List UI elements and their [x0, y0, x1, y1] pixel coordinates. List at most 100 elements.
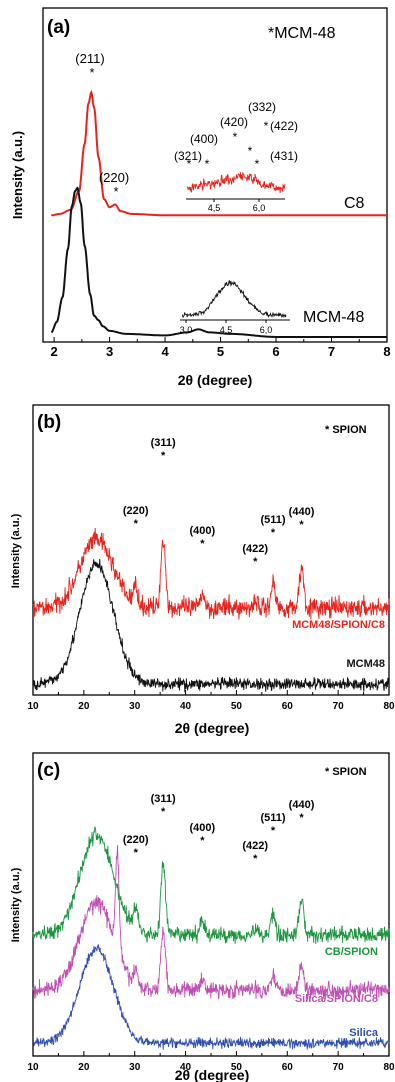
inset-label-321: (321)	[174, 149, 202, 163]
peak-star-b-0: *	[134, 518, 139, 530]
series-label-cb-spion: CB/SPION	[325, 946, 378, 958]
peak-label-c-1: (311)	[151, 793, 176, 805]
inset-mcm48-line	[182, 280, 287, 319]
peak-label-b-4: (511)	[261, 514, 286, 526]
panel-c-note: * SPION	[325, 766, 367, 778]
panel-b-ylabel: Intensity (a.u.)	[10, 513, 22, 588]
panel-c-tick-label: 30	[129, 1062, 141, 1073]
peak-star-c-0: *	[134, 847, 139, 859]
panel-c-tick-label: 10	[27, 1062, 39, 1073]
panel-a-x-axis: 2 3 4 5 6 7 8	[50, 337, 391, 359]
panel-a-tick-label: 7	[328, 344, 335, 359]
inset-c8: (321) * (400) * (420) * (332) * (422) * …	[174, 100, 298, 213]
panel-c-tick-label: 50	[231, 1062, 243, 1073]
peak-label-c-4: (511)	[261, 812, 286, 824]
panel-a-tick-label: 4	[161, 344, 169, 359]
peak-star-c-4: *	[271, 825, 276, 837]
panel-b-tick-label: 60	[282, 701, 294, 712]
panel-c-xlabel: 2θ (degree)	[175, 1067, 249, 1082]
inset-c8-tick-45: 4,5	[208, 203, 221, 213]
panel-a-tick-label: 8	[383, 344, 390, 359]
panel-b-tick-label: 40	[180, 701, 192, 712]
inset-c8-line	[186, 172, 286, 194]
panel-c: (c) * SPION Intensity (a.u.) 2θ (degree)…	[10, 752, 395, 1082]
inset-star-400: *	[205, 157, 210, 171]
panel-b-tick-label: 70	[333, 701, 345, 712]
series-line-mcm48	[32, 558, 390, 693]
panel-b-xlabel: 2θ (degree)	[175, 720, 249, 736]
peak-label-220: (220)	[99, 170, 129, 185]
panel-b-tick-label: 30	[129, 701, 141, 712]
inset-mcm48-tick-60: 6,0	[260, 325, 273, 335]
series-line-cb-spion	[32, 826, 390, 945]
panel-a-frame	[42, 7, 388, 343]
series-line-c8	[51, 89, 387, 217]
panel-a-tick-label: 6	[272, 344, 279, 359]
inset-label-422: (422)	[270, 119, 298, 133]
panel-a-ylabel: Intensity (a.u.)	[10, 131, 25, 219]
panel-c-tick-label: 70	[333, 1062, 345, 1073]
series-label-mcm48: MCM-48	[303, 309, 364, 326]
inset-label-400: (400)	[190, 132, 218, 146]
panel-c-peak-labels: (220)*(311)*(400)* (422)*(511)*(440)*	[123, 793, 315, 865]
peak-star-b-5: *	[299, 519, 304, 531]
series-label-mcm48-spion-c8: MCM48/SPION/C8	[292, 619, 385, 631]
panel-b-label: (b)	[37, 412, 61, 433]
peak-label-c-5: (440)	[289, 799, 315, 811]
series-line-mcm48	[50, 186, 387, 338]
panel-c-tick-label: 80	[383, 1062, 395, 1073]
panel-b-x-axis: 10 20 30 40 50 60 70 80	[27, 690, 395, 712]
series-line-silica	[32, 944, 390, 1050]
series-label-c8: C8	[344, 195, 365, 212]
inset-mcm48-tick-30: 3,0	[180, 325, 193, 335]
panel-c-tick-label: 60	[282, 1062, 294, 1073]
panel-a-tick-label: 3	[106, 344, 113, 359]
inset-label-420: (420)	[220, 115, 248, 129]
panel-a-tick-label: 5	[217, 344, 224, 359]
panel-b-tick-label: 50	[231, 701, 243, 712]
peak-star-c-2: *	[200, 835, 205, 847]
peak-star-c-1: *	[161, 806, 166, 818]
panel-b-tick-label: 80	[383, 701, 395, 712]
inset-star-431: *	[255, 157, 260, 171]
inset-mcm48-tick-45: 4,5	[220, 325, 233, 335]
peak-label-b-1: (311)	[151, 437, 176, 449]
panel-c-ylabel: Intensity (a.u.)	[10, 867, 22, 942]
panel-a-tick-label: 2	[50, 344, 57, 359]
peak-label-b-5: (440)	[289, 506, 315, 518]
peak-star-211: *	[89, 65, 94, 80]
peak-star-220: *	[113, 184, 118, 199]
panel-b-note: * SPION	[325, 424, 367, 436]
peak-star-b-1: *	[161, 450, 166, 462]
series-label-silica: Silica	[349, 1027, 379, 1039]
peak-star-b-2: *	[200, 538, 205, 550]
peak-label-c-3: (422)	[242, 840, 268, 852]
inset-label-431: (431)	[270, 149, 298, 163]
panel-a-label: (a)	[47, 17, 70, 38]
panel-b-tick-label: 10	[27, 701, 39, 712]
panel-a-xlabel: 2θ (degree)	[178, 372, 252, 388]
panel-a-note: *MCM-48	[268, 25, 336, 42]
series-label-mcm48-b: MCM48	[346, 658, 385, 670]
inset-star-332: *	[264, 119, 269, 133]
panel-c-tick-label: 40	[180, 1062, 192, 1073]
peak-label-211: (211)	[75, 51, 104, 66]
peak-star-c-5: *	[299, 812, 304, 824]
peak-star-b-3: *	[253, 556, 258, 568]
inset-label-332: (332)	[248, 100, 276, 114]
series-line-mcm48-spion-c8	[32, 527, 390, 620]
inset-mcm48: 3,0 4,5 6,0	[180, 280, 290, 335]
peak-label-c-2: (400)	[190, 822, 216, 834]
inset-star-422: *	[248, 144, 253, 158]
series-line-silica-spion-c8	[32, 845, 390, 1000]
panel-c-tick-label: 20	[78, 1062, 90, 1073]
panel-c-x-axis: 10 20 30 40 50 60 70 80	[27, 1051, 395, 1073]
inset-c8-tick-60: 6,0	[253, 203, 266, 213]
peak-label-c-0: (220)	[123, 834, 149, 846]
peak-label-b-2: (400)	[190, 525, 216, 537]
panel-a: (a) *MCM-48 Intensity (a.u.) 2θ (degree)…	[10, 7, 391, 388]
inset-star-420: *	[233, 130, 238, 144]
series-label-silica-spion-c8: Silica/SPION/C8	[295, 993, 378, 1005]
inset-star-321: *	[187, 157, 192, 171]
